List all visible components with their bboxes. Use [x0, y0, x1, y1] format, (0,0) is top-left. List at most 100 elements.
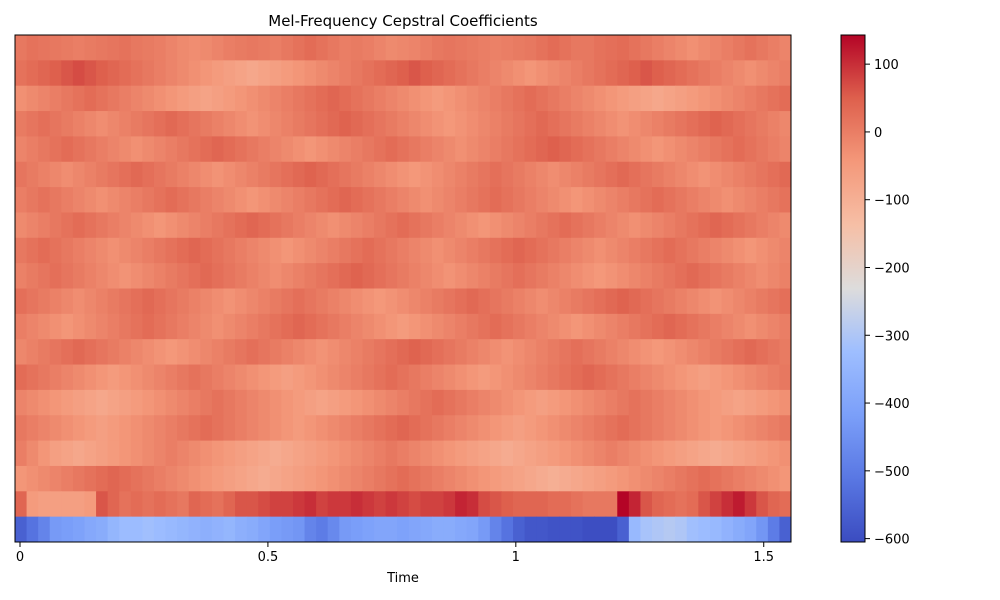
- heatmap-cell: [38, 161, 51, 188]
- heatmap-cell: [269, 491, 282, 518]
- heatmap-cell: [744, 440, 757, 467]
- heatmap-cell: [188, 187, 201, 214]
- heatmap-cell: [107, 313, 120, 340]
- heatmap-cell: [408, 136, 421, 163]
- heatmap-cell: [652, 237, 665, 264]
- heatmap-cell: [663, 85, 676, 112]
- heatmap-cell: [304, 288, 317, 315]
- heatmap-cell: [235, 313, 248, 340]
- heatmap-cell: [200, 516, 213, 542]
- heatmap-cell: [431, 85, 445, 112]
- heatmap-cell: [223, 212, 236, 239]
- heatmap-cell: [744, 516, 757, 542]
- heatmap-cell: [756, 161, 769, 188]
- heatmap-cell: [142, 440, 155, 467]
- heatmap-cell: [756, 263, 769, 290]
- heatmap-cell: [200, 111, 213, 137]
- heatmap-cell: [536, 339, 549, 366]
- heatmap-cell: [258, 35, 271, 61]
- heatmap-cell: [385, 440, 398, 467]
- heatmap-cell: [153, 136, 167, 163]
- heatmap-cell: [478, 288, 491, 315]
- heatmap-cell: [211, 516, 225, 542]
- heatmap-cell: [501, 491, 514, 518]
- heatmap-cell: [513, 516, 526, 542]
- heatmap-cell: [15, 339, 28, 366]
- heatmap-cell: [721, 237, 734, 264]
- heatmap-cell: [431, 364, 445, 391]
- heatmap-cell: [269, 440, 282, 467]
- heatmap-cell: [559, 60, 572, 87]
- heatmap-cell: [246, 60, 259, 87]
- heatmap-cell: [536, 187, 549, 214]
- heatmap-cell: [559, 339, 572, 366]
- heatmap-cell: [559, 237, 572, 264]
- heatmap-cell: [721, 161, 734, 188]
- heatmap-cell: [397, 187, 410, 214]
- heatmap-cell: [61, 491, 74, 518]
- heatmap-cell: [466, 313, 479, 340]
- heatmap-cell: [501, 288, 514, 315]
- heatmap-cell: [211, 136, 225, 163]
- heatmap-cell: [605, 85, 618, 112]
- heatmap-cell: [258, 339, 271, 366]
- heatmap-cell: [61, 389, 74, 416]
- heatmap-cell: [455, 111, 468, 137]
- heatmap-cell: [756, 516, 769, 542]
- heatmap-cell: [165, 35, 178, 61]
- heatmap-cell: [165, 237, 178, 264]
- heatmap-cell: [536, 313, 549, 340]
- heatmap-cell: [26, 237, 39, 264]
- colorbar-tick-label: −200: [874, 261, 910, 276]
- heatmap-cell: [582, 389, 595, 416]
- heatmap-cell: [246, 212, 259, 239]
- heatmap-cell: [744, 389, 757, 416]
- heatmap-cell: [153, 161, 167, 188]
- heatmap-cell: [420, 111, 433, 137]
- heatmap-cell: [385, 364, 398, 391]
- heatmap-cell: [524, 364, 537, 391]
- heatmap-cell: [26, 415, 39, 442]
- heatmap-cell: [605, 465, 618, 492]
- heatmap-cell: [547, 288, 560, 315]
- heatmap-cell: [61, 212, 74, 239]
- heatmap-cell: [165, 136, 178, 163]
- heatmap-cell: [177, 111, 190, 137]
- heatmap-cell: [188, 237, 201, 264]
- heatmap-cell: [536, 237, 549, 264]
- heatmap-cell: [362, 516, 375, 542]
- heatmap-cell: [744, 136, 757, 163]
- x-tick-label: 1: [512, 550, 520, 565]
- heatmap-cell: [119, 389, 132, 416]
- heatmap-cell: [119, 60, 132, 87]
- heatmap-cell: [26, 339, 39, 366]
- heatmap-cell: [246, 491, 259, 518]
- heatmap-cell: [281, 288, 294, 315]
- heatmap-cell: [420, 161, 433, 188]
- heatmap-cell: [744, 288, 757, 315]
- heatmap-cell: [72, 187, 86, 214]
- heatmap-cell: [38, 187, 51, 214]
- heatmap-cell: [269, 187, 282, 214]
- heatmap-cell: [420, 212, 433, 239]
- heatmap-cell: [281, 161, 294, 188]
- heatmap-cell: [107, 263, 120, 290]
- heatmap-cell: [26, 187, 39, 214]
- heatmap-cell: [640, 389, 653, 416]
- heatmap-cell: [686, 237, 699, 264]
- heatmap-cell: [501, 440, 514, 467]
- heatmap-cell: [350, 60, 364, 87]
- heatmap-cell: [130, 364, 143, 391]
- heatmap-cell: [281, 85, 294, 112]
- heatmap-cell: [316, 339, 329, 366]
- heatmap-cell: [513, 389, 526, 416]
- heatmap-cell: [211, 111, 225, 137]
- heatmap-cell: [258, 161, 271, 188]
- heatmap-cell: [420, 136, 433, 163]
- heatmap-cell: [455, 415, 468, 442]
- heatmap-cell: [559, 288, 572, 315]
- heatmap-cell: [779, 35, 791, 61]
- heatmap-cell: [501, 313, 514, 340]
- heatmap-cell: [582, 465, 595, 492]
- heatmap-cell: [455, 35, 468, 61]
